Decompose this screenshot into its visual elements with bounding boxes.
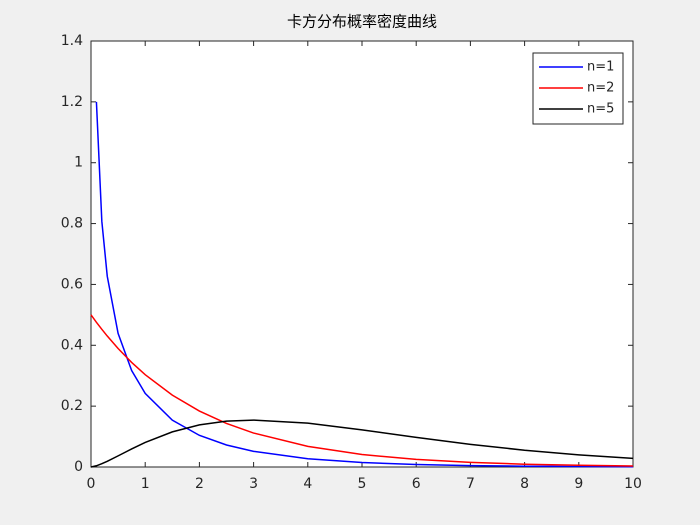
x-tick-label: 4 — [303, 476, 312, 492]
y-tick-label: 1.4 — [61, 33, 83, 49]
x-tick-label: 10 — [624, 476, 642, 492]
y-tick-label: 0.8 — [61, 216, 83, 232]
y-tick-label: 1.2 — [61, 94, 83, 110]
x-tick-label: 7 — [466, 476, 475, 492]
legend-label: n=2 — [587, 81, 614, 96]
x-tick-label: 1 — [141, 476, 150, 492]
x-tick-label: 6 — [412, 476, 421, 492]
x-tick-label: 0 — [87, 476, 96, 492]
x-tick-label: 5 — [358, 476, 367, 492]
x-tick-label: 8 — [520, 476, 529, 492]
x-tick-label: 3 — [249, 476, 258, 492]
y-tick-label: 0 — [74, 459, 83, 475]
y-tick-label: 0.2 — [61, 398, 83, 414]
x-tick-label: 2 — [195, 476, 204, 492]
series-line — [90, 314, 634, 467]
x-tick-label: 9 — [574, 476, 583, 492]
chart-title: 卡方分布概率密度曲线 — [287, 13, 437, 31]
legend-label: n=5 — [587, 102, 614, 117]
y-tick-label: 0.4 — [61, 337, 83, 353]
legend-label: n=1 — [587, 60, 614, 75]
y-tick-label: 1 — [74, 155, 83, 171]
series-line — [95, 101, 634, 468]
series-line — [90, 419, 634, 468]
y-tick-label: 0.6 — [61, 276, 83, 292]
